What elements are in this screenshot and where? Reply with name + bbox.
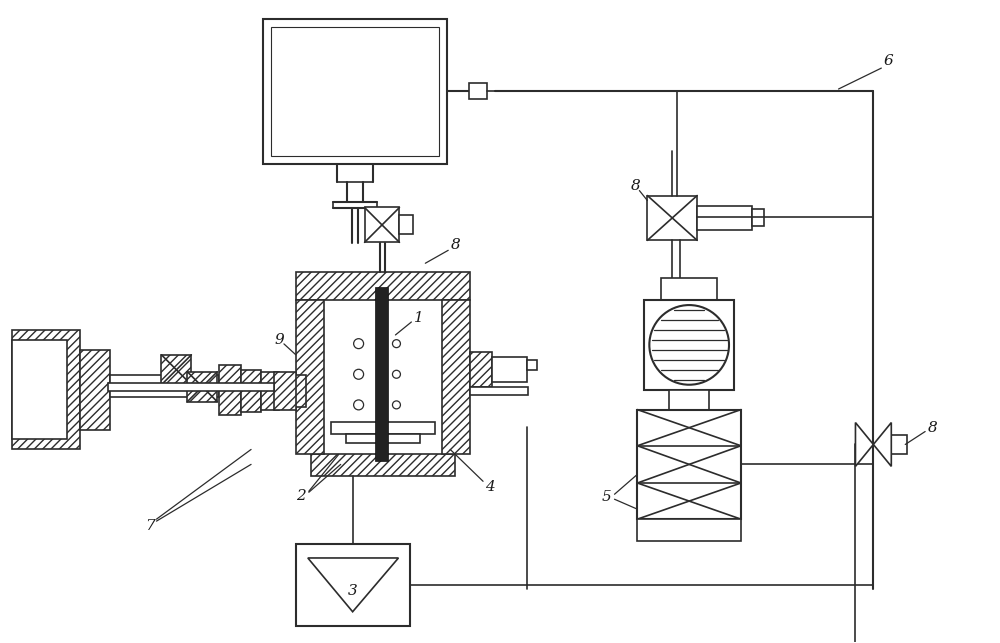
Bar: [644, 300, 734, 390]
Bar: [80, 350, 110, 430]
Text: 4: 4: [485, 480, 495, 494]
Text: 8: 8: [450, 239, 460, 252]
Bar: [271, 27, 439, 156]
Circle shape: [354, 339, 364, 349]
Bar: [470, 352, 492, 386]
Bar: [241, 370, 261, 412]
Bar: [108, 383, 274, 391]
Bar: [261, 372, 279, 410]
Circle shape: [649, 305, 729, 385]
Bar: [891, 435, 907, 455]
Bar: [331, 422, 435, 433]
Text: 8: 8: [631, 179, 640, 193]
Bar: [492, 357, 527, 382]
Bar: [219, 365, 241, 415]
Text: 6: 6: [883, 54, 893, 68]
Bar: [752, 210, 764, 226]
Circle shape: [354, 369, 364, 379]
Bar: [375, 287, 388, 462]
Bar: [442, 300, 470, 455]
Polygon shape: [855, 422, 873, 466]
Bar: [661, 278, 717, 300]
Bar: [527, 360, 537, 370]
Bar: [110, 375, 219, 397]
Bar: [296, 272, 470, 300]
Bar: [12, 330, 80, 449]
Bar: [296, 300, 324, 455]
Text: 9: 9: [274, 333, 284, 347]
Bar: [311, 455, 455, 476]
Text: 1: 1: [413, 311, 423, 325]
Bar: [346, 433, 420, 444]
Text: 8: 8: [928, 421, 938, 435]
Bar: [637, 410, 741, 519]
Text: 3: 3: [348, 584, 358, 598]
Bar: [279, 375, 306, 406]
Bar: [161, 355, 191, 385]
Bar: [274, 372, 296, 410]
Text: 7: 7: [145, 519, 154, 533]
Text: 2: 2: [296, 489, 306, 503]
Bar: [296, 544, 410, 626]
Bar: [263, 19, 447, 164]
Bar: [697, 206, 752, 230]
Polygon shape: [873, 422, 891, 466]
Bar: [12, 340, 67, 439]
Bar: [669, 390, 709, 410]
Circle shape: [392, 401, 400, 409]
Circle shape: [392, 340, 400, 348]
Bar: [470, 386, 528, 395]
Polygon shape: [308, 558, 398, 611]
Circle shape: [354, 400, 364, 410]
Bar: [187, 372, 217, 402]
Bar: [647, 195, 697, 240]
Bar: [399, 215, 413, 235]
Bar: [365, 208, 399, 242]
Circle shape: [392, 370, 400, 378]
Bar: [637, 519, 741, 541]
Bar: [469, 83, 487, 99]
Text: 5: 5: [602, 490, 611, 504]
